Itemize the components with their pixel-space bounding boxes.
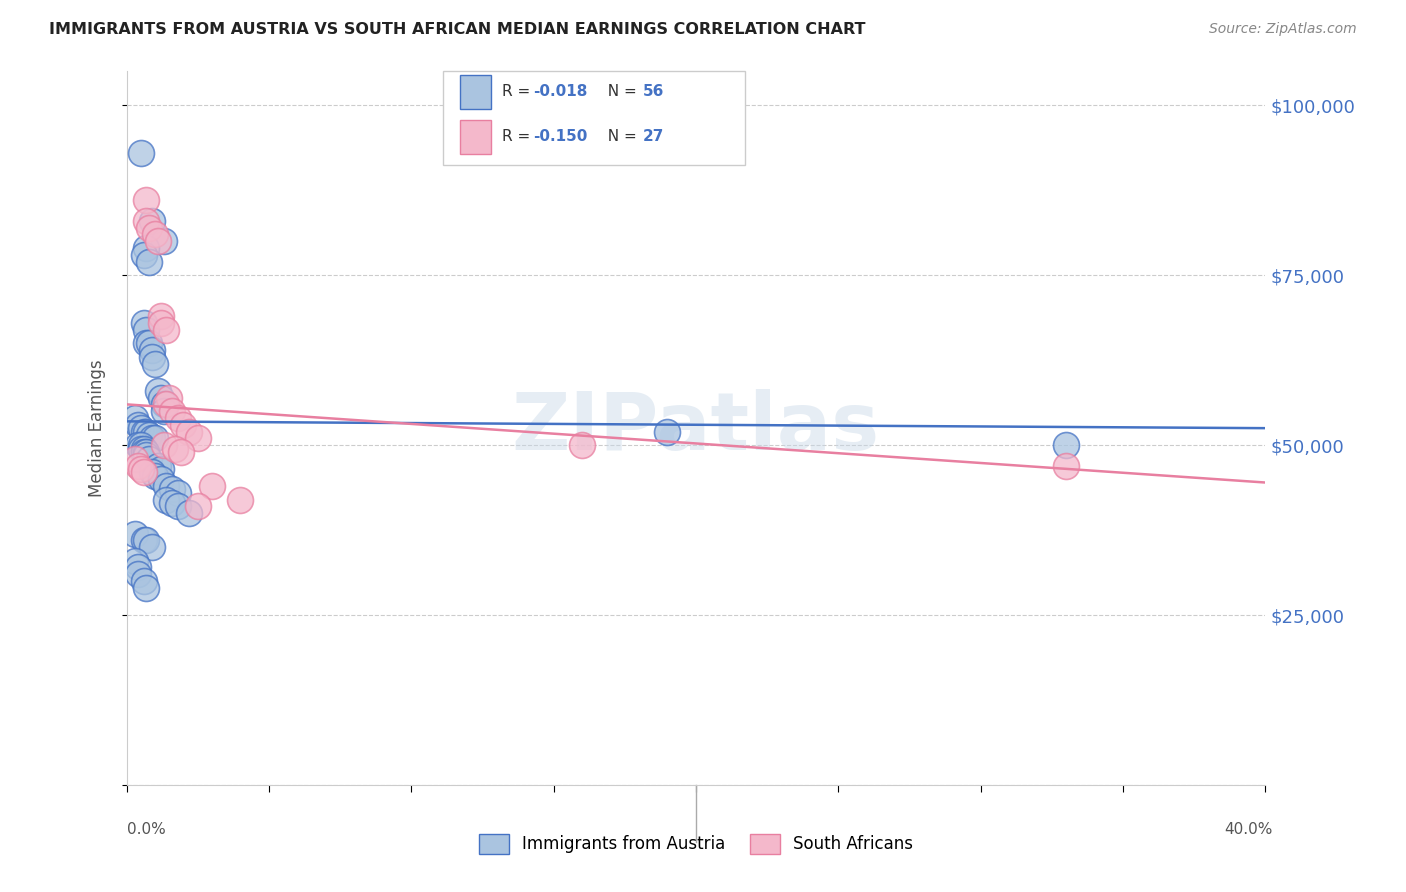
Point	[179, 425, 201, 439]
Point	[152, 234, 174, 248]
Point	[143, 468, 166, 483]
Y-axis label: Median Earnings: Median Earnings	[87, 359, 105, 497]
Text: 27: 27	[643, 129, 664, 145]
Point	[143, 357, 166, 371]
Point	[129, 421, 152, 435]
Point	[127, 560, 149, 574]
Point	[135, 241, 157, 255]
Point	[166, 411, 188, 425]
Point	[135, 581, 157, 595]
Point	[155, 492, 177, 507]
Point	[135, 214, 157, 228]
Point	[135, 425, 157, 439]
Point	[657, 425, 679, 439]
Point	[135, 194, 157, 208]
Point	[141, 214, 163, 228]
Point	[138, 336, 160, 351]
Point	[201, 479, 224, 493]
Point	[143, 431, 166, 445]
Point	[141, 343, 163, 357]
Point	[127, 438, 149, 452]
Point	[157, 391, 180, 405]
Point	[1054, 458, 1077, 473]
Point	[149, 462, 172, 476]
Point	[127, 417, 149, 432]
Point	[143, 227, 166, 242]
Point	[132, 425, 155, 439]
Point	[129, 438, 152, 452]
Point	[149, 309, 172, 323]
Point	[135, 448, 157, 462]
Point	[163, 442, 186, 456]
Point	[135, 445, 157, 459]
Point	[132, 248, 155, 262]
Point	[166, 500, 188, 514]
Point	[138, 220, 160, 235]
Point	[155, 479, 177, 493]
Text: 40.0%: 40.0%	[1225, 822, 1272, 837]
Text: -0.150: -0.150	[533, 129, 588, 145]
Point	[187, 500, 209, 514]
Point	[166, 485, 188, 500]
Point	[138, 428, 160, 442]
Point	[138, 254, 160, 268]
Point	[160, 496, 183, 510]
Text: N =: N =	[598, 129, 641, 145]
Point	[141, 350, 163, 364]
Point	[129, 442, 152, 456]
Point	[132, 316, 155, 330]
Point	[149, 316, 172, 330]
Point	[127, 458, 149, 473]
Point	[571, 438, 593, 452]
Point	[135, 533, 157, 548]
Point	[152, 438, 174, 452]
Point	[146, 458, 169, 473]
Point	[152, 404, 174, 418]
Point	[1054, 438, 1077, 452]
Text: R =: R =	[502, 129, 536, 145]
Point	[149, 472, 172, 486]
Point	[169, 445, 191, 459]
Point	[149, 391, 172, 405]
Point	[124, 411, 146, 425]
Text: Source: ZipAtlas.com: Source: ZipAtlas.com	[1209, 22, 1357, 37]
Point	[132, 445, 155, 459]
Point	[141, 540, 163, 554]
Point	[135, 336, 157, 351]
Point	[155, 397, 177, 411]
Point	[124, 554, 146, 568]
Text: IMMIGRANTS FROM AUSTRIA VS SOUTH AFRICAN MEDIAN EARNINGS CORRELATION CHART: IMMIGRANTS FROM AUSTRIA VS SOUTH AFRICAN…	[49, 22, 866, 37]
Point	[160, 404, 183, 418]
Point	[152, 397, 174, 411]
Point	[146, 234, 169, 248]
Point	[124, 526, 146, 541]
Text: ZIPatlas: ZIPatlas	[512, 389, 880, 467]
Point	[132, 533, 155, 548]
Text: R =: R =	[502, 85, 536, 99]
Point	[179, 506, 201, 520]
Text: -0.018: -0.018	[533, 85, 588, 99]
Point	[141, 466, 163, 480]
Point	[146, 384, 169, 398]
Point	[138, 451, 160, 466]
Point	[132, 466, 155, 480]
Point	[155, 323, 177, 337]
Text: 0.0%: 0.0%	[127, 822, 166, 837]
Point	[160, 483, 183, 497]
Point	[187, 431, 209, 445]
Point	[172, 417, 194, 432]
Point	[124, 451, 146, 466]
Legend: Immigrants from Austria, South Africans: Immigrants from Austria, South Africans	[470, 825, 922, 863]
Point	[129, 145, 152, 160]
Point	[132, 442, 155, 456]
Point	[129, 462, 152, 476]
Point	[132, 574, 155, 588]
Point	[141, 431, 163, 445]
Text: N =: N =	[598, 85, 641, 99]
Point	[135, 323, 157, 337]
Point	[229, 492, 252, 507]
Point	[127, 567, 149, 582]
Text: 56: 56	[643, 85, 664, 99]
